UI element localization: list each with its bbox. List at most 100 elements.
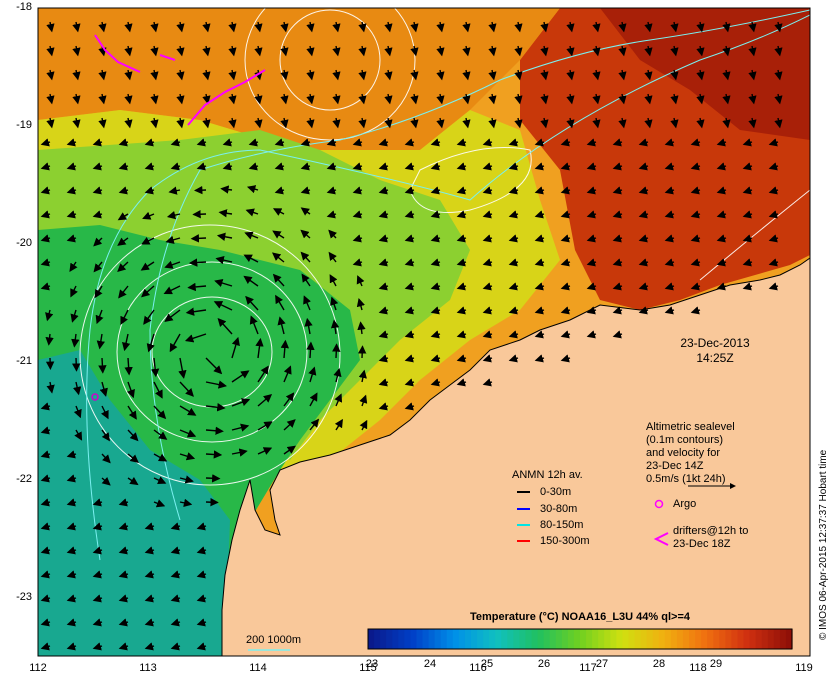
velocity-arrow bbox=[179, 381, 194, 397]
velocity-arrow bbox=[118, 594, 129, 603]
velocity-arrow bbox=[118, 138, 129, 147]
velocity-arrow bbox=[96, 333, 105, 350]
velocity-arrow bbox=[560, 210, 571, 219]
velocity-arrow bbox=[118, 522, 129, 531]
velocity-arrow bbox=[179, 429, 197, 438]
velocity-arrow bbox=[40, 618, 51, 627]
velocity-arrow bbox=[508, 282, 519, 291]
velocity-arrow bbox=[176, 69, 185, 81]
velocity-arrow bbox=[166, 211, 181, 220]
velocity-arrow bbox=[40, 522, 51, 531]
velocity-arrow bbox=[768, 282, 779, 291]
velocity-arrow bbox=[404, 234, 415, 243]
velocity-arrow bbox=[592, 117, 601, 129]
velocity-arrow bbox=[748, 117, 757, 129]
velocity-arrow bbox=[179, 498, 193, 507]
velocity-arrow bbox=[716, 186, 727, 195]
velocity-arrow bbox=[378, 162, 389, 171]
velocity-arrow bbox=[244, 231, 259, 240]
velocity-arrow bbox=[98, 357, 107, 374]
velocity-arrow bbox=[99, 381, 108, 397]
velocity-arrow bbox=[40, 258, 51, 267]
velocity-arrow bbox=[246, 185, 259, 194]
velocity-arrow bbox=[742, 186, 753, 195]
velocity-arrow bbox=[722, 69, 731, 81]
velocity-arrow bbox=[144, 642, 155, 651]
velocity-arrow bbox=[430, 330, 441, 339]
velocity-arrow bbox=[462, 21, 471, 33]
velocity-arrow bbox=[257, 447, 273, 455]
velocity-arrow bbox=[508, 210, 519, 219]
velocity-arrow bbox=[254, 117, 263, 129]
velocity-arrow bbox=[164, 260, 181, 269]
velocity-arrow bbox=[92, 210, 103, 219]
velocity-arrow bbox=[334, 393, 343, 407]
anmn-row-label: 30-80m bbox=[540, 503, 578, 515]
velocity-arrow bbox=[508, 234, 519, 243]
y-tick: -20 bbox=[16, 237, 32, 249]
velocity-arrow bbox=[560, 234, 571, 243]
velocity-arrow bbox=[404, 186, 415, 195]
velocity-arrow bbox=[277, 316, 286, 335]
velocity-arrow bbox=[358, 69, 367, 81]
velocity-arrow bbox=[205, 357, 223, 375]
velocity-arrow bbox=[144, 594, 155, 603]
velocity-arrow bbox=[384, 69, 393, 81]
velocity-arrow bbox=[254, 45, 263, 57]
velocity-arrow bbox=[231, 370, 250, 383]
velocity-arrow bbox=[168, 186, 181, 195]
velocity-arrow bbox=[248, 138, 259, 147]
velocity-arrow bbox=[378, 354, 389, 363]
velocity-arrow bbox=[205, 426, 224, 435]
velocity-arrow bbox=[66, 474, 77, 483]
velocity-arrow bbox=[118, 498, 129, 507]
velocity-arrow bbox=[127, 476, 139, 486]
velocity-arrow bbox=[72, 357, 81, 372]
velocity-arrow bbox=[69, 261, 78, 272]
velocity-arrow bbox=[436, 93, 445, 105]
velocity-arrow bbox=[255, 337, 264, 359]
velocity-arrow bbox=[124, 357, 133, 376]
anmn-row-label: 150-300m bbox=[540, 535, 590, 547]
x-tick: 115 bbox=[359, 662, 377, 674]
velocity-arrow bbox=[410, 69, 419, 81]
velocity-arrow bbox=[690, 186, 701, 195]
velocity-arrow bbox=[462, 93, 471, 105]
velocity-arrow bbox=[306, 45, 315, 57]
velocity-arrow bbox=[205, 497, 219, 507]
velocity-arrow bbox=[231, 398, 251, 407]
bathymetry-contours bbox=[86, 9, 810, 561]
velocity-arrow bbox=[482, 306, 493, 315]
velocity-arrow bbox=[72, 117, 81, 129]
velocity-arrow bbox=[534, 186, 545, 195]
velocity-arrow bbox=[40, 570, 51, 579]
velocity-arrow bbox=[274, 162, 285, 171]
velocity-arrow bbox=[436, 69, 445, 81]
velocity-arrow bbox=[153, 429, 168, 440]
velocity-arrow bbox=[176, 93, 185, 105]
velocity-arrow bbox=[170, 162, 181, 171]
velocity-arrow bbox=[142, 211, 155, 220]
map-date: 23-Dec-2013 bbox=[680, 336, 750, 350]
velocity-arrow bbox=[46, 69, 55, 81]
velocity-arrow bbox=[101, 453, 111, 464]
y-tick: -23 bbox=[16, 591, 32, 603]
velocity-arrow bbox=[612, 138, 623, 147]
velocity-arrow bbox=[150, 21, 159, 33]
velocity-arrow bbox=[456, 282, 467, 291]
velocity-arrow bbox=[644, 117, 653, 129]
velocity-arrow bbox=[540, 21, 549, 33]
velocity-arrow bbox=[644, 21, 653, 33]
velocity-arrow bbox=[93, 261, 103, 273]
land bbox=[221, 257, 810, 656]
velocity-arrow bbox=[644, 93, 653, 105]
velocity-arrow bbox=[46, 381, 55, 394]
velocity-arrow bbox=[534, 162, 545, 171]
velocity-arrow bbox=[306, 93, 315, 105]
velocity-arrow bbox=[170, 594, 181, 603]
velocity-arrow bbox=[560, 258, 571, 267]
velocity-arrow bbox=[664, 162, 675, 171]
anmn-row-label: 80-150m bbox=[540, 519, 584, 531]
velocity-arrow bbox=[456, 138, 467, 147]
velocity-arrow bbox=[95, 309, 104, 325]
